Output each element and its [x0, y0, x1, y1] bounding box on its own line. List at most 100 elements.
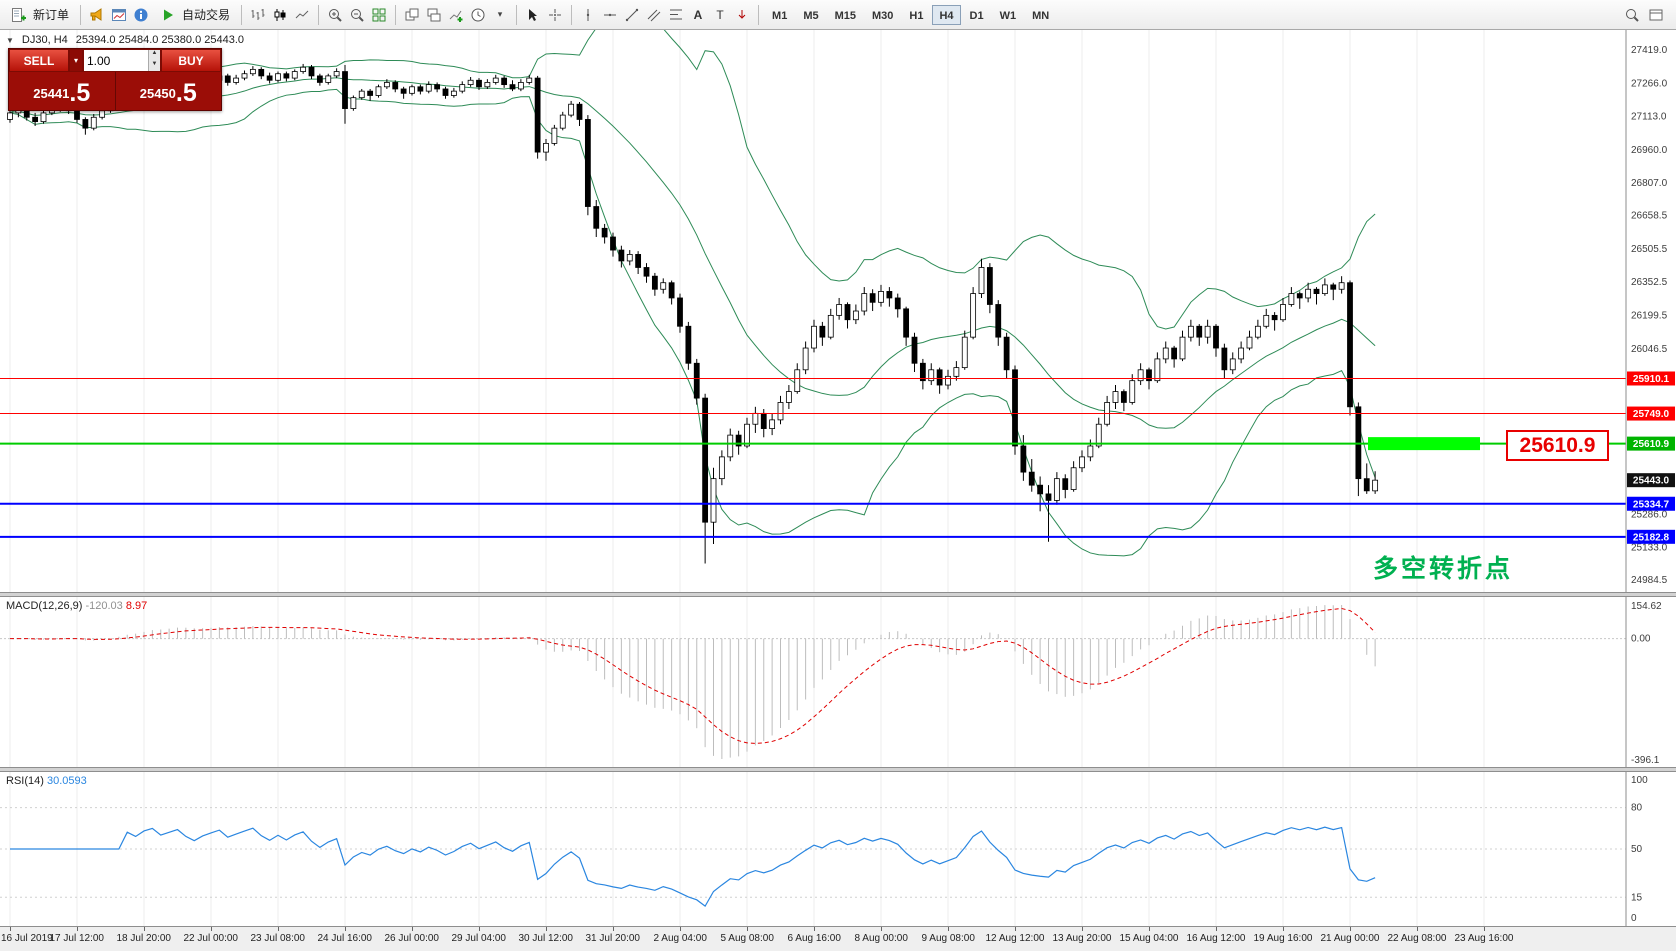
time-label: 30 Jul 12:00: [518, 933, 574, 944]
timeframe-m30[interactable]: M30: [865, 5, 900, 25]
timeframe-m1[interactable]: M1: [765, 5, 794, 25]
time-axis-tick: [546, 927, 547, 931]
time-axis-tick: [10, 927, 11, 931]
chart-window-icon[interactable]: [109, 5, 129, 25]
time-axis-tick: [1417, 927, 1418, 931]
svg-text:25182.8: 25182.8: [1633, 532, 1670, 543]
volume-stepper[interactable]: ▲ ▼: [148, 50, 160, 71]
time-axis-tick: [1484, 927, 1485, 931]
timeframe-m5[interactable]: M5: [796, 5, 825, 25]
indicators-icon[interactable]: [446, 5, 466, 25]
time-axis-tick: [1015, 927, 1016, 931]
price-axis-tag[interactable]: 25443.0: [1627, 473, 1675, 488]
time-axis-tick: [345, 927, 346, 931]
time-label: 15 Aug 04:00: [1119, 933, 1179, 944]
zoom-in-icon[interactable]: [325, 5, 345, 25]
time-label: 31 Jul 20:00: [585, 933, 641, 944]
chart-symbol-period: DJ30, H4: [21, 34, 68, 46]
bar-chart-mode-icon[interactable]: [248, 5, 268, 25]
bollinger-middle-band: [9, 77, 1376, 429]
time-axis[interactable]: 16 Jul 2019 17 Jul 12:00 18 Jul 20:00 22 Ju…: [0, 926, 1676, 951]
timeframe-h4[interactable]: H4: [932, 4, 961, 25]
candlestick-mode-icon[interactable]: [270, 5, 290, 25]
time-axis-tick: [144, 927, 145, 931]
autotrade-button[interactable]: 自动交易: [153, 3, 235, 27]
price-axis-tag[interactable]: 25749.0: [1627, 406, 1675, 421]
price-axis-label: 27419.0: [1631, 45, 1668, 56]
price-axis-label: 26046.5: [1631, 344, 1668, 355]
time-axis-tick: [278, 927, 279, 931]
sell-button[interactable]: SELL: [9, 49, 69, 72]
price-axis-label: 25286.0: [1631, 509, 1668, 520]
tile-windows-icon[interactable]: [369, 5, 389, 25]
panel-layout-icon[interactable]: [1646, 5, 1666, 25]
timeframe-d1[interactable]: D1: [963, 5, 991, 25]
panel-splitter[interactable]: [0, 592, 1676, 597]
svg-text:25334.7: 25334.7: [1633, 499, 1670, 510]
rsi-axis-label: 100: [1631, 775, 1648, 786]
sell-options-dropdown[interactable]: ▾: [69, 49, 83, 72]
toolbar: 新订单 自动交易: [0, 0, 1676, 30]
price-chart[interactable]: 27419.0 27266.0 27113.0 26960.0 26807.0 26658…: [0, 30, 1676, 592]
new-order-button[interactable]: 新订单: [4, 3, 74, 27]
announcement-icon[interactable]: [87, 5, 107, 25]
timeframe-mn[interactable]: MN: [1025, 5, 1056, 25]
new-order-label: 新订单: [33, 8, 70, 22]
time-axis-tick: [1283, 927, 1284, 931]
text-tool-icon[interactable]: A: [688, 5, 708, 25]
horizontal-line-tool-icon[interactable]: [600, 5, 620, 25]
svg-text:T: T: [716, 8, 724, 22]
trendline-tool-icon[interactable]: [622, 5, 642, 25]
one-click-toggle-icon[interactable]: ▼: [6, 35, 14, 45]
time-axis-tick: [814, 927, 815, 931]
info-icon[interactable]: [131, 5, 151, 25]
arrows-tool-icon[interactable]: [732, 5, 752, 25]
sell-price-main: 25441: [33, 86, 70, 101]
volume-input[interactable]: [84, 50, 148, 71]
rsi-indicator-panel[interactable]: 100 80 50 15 0 RSI(14) 30.0593: [0, 772, 1676, 926]
timeframe-h1[interactable]: H1: [902, 5, 930, 25]
panel-splitter[interactable]: [0, 767, 1676, 772]
rsi-axis-label: 0: [1631, 913, 1637, 924]
price-axis-tag[interactable]: 25334.7: [1627, 496, 1675, 511]
buy-button[interactable]: BUY: [161, 49, 221, 72]
time-label: 17 Jul 12:00: [49, 933, 105, 944]
cascade-windows-icon[interactable]: [424, 5, 444, 25]
price-axis-label: 25133.0: [1631, 543, 1668, 554]
highlight-rectangle[interactable]: [1368, 437, 1480, 451]
volume-up-icon[interactable]: ▲: [148, 50, 160, 61]
timeframe-m15[interactable]: M15: [828, 5, 863, 25]
cursor-icon[interactable]: [523, 5, 543, 25]
fibonacci-tool-icon[interactable]: [666, 5, 686, 25]
timeframe-w1[interactable]: W1: [993, 5, 1024, 25]
time-axis-tick: [412, 927, 413, 931]
macd-indicator-panel[interactable]: 154.62 0.00 -396.1 MACD(12,26,9) -120.03 8.…: [0, 597, 1676, 767]
price-axis-tag[interactable]: 25910.1: [1627, 371, 1675, 386]
line-chart-mode-icon[interactable]: [292, 5, 312, 25]
arrange-windows-icon[interactable]: [402, 5, 422, 25]
clock-icon[interactable]: [468, 5, 488, 25]
time-axis-tick: [1350, 927, 1351, 931]
vertical-line-tool-icon[interactable]: [578, 5, 598, 25]
price-callout-label[interactable]: 25610.9: [1506, 430, 1609, 461]
price-axis-label: 26505.5: [1631, 244, 1668, 255]
sell-price[interactable]: 25441 .5: [9, 72, 116, 110]
autotrade-label: 自动交易: [182, 8, 231, 22]
channel-tool-icon[interactable]: [644, 5, 664, 25]
toolbar-separator: [571, 4, 573, 25]
price-axis-label: 27113.0: [1631, 112, 1667, 123]
price-axis-tag[interactable]: 25182.8: [1627, 529, 1675, 544]
crosshair-icon[interactable]: [545, 5, 565, 25]
buy-price[interactable]: 25450 .5: [116, 72, 222, 110]
time-axis-tick: [211, 927, 212, 931]
label-tool-icon[interactable]: T: [710, 5, 730, 25]
price-axis-tag[interactable]: 25610.9: [1627, 436, 1675, 451]
time-axis-tick: [1216, 927, 1217, 931]
volume-down-icon[interactable]: ▼: [148, 60, 160, 71]
chart-annotation-text[interactable]: 多空转折点: [1373, 555, 1514, 583]
zoom-out-icon[interactable]: [347, 5, 367, 25]
rsi-axis-label: 50: [1631, 844, 1643, 855]
time-label: 2 Aug 04:00: [653, 933, 707, 944]
search-icon[interactable]: [1622, 5, 1642, 25]
chevron-down-icon[interactable]: ▾: [497, 9, 503, 19]
